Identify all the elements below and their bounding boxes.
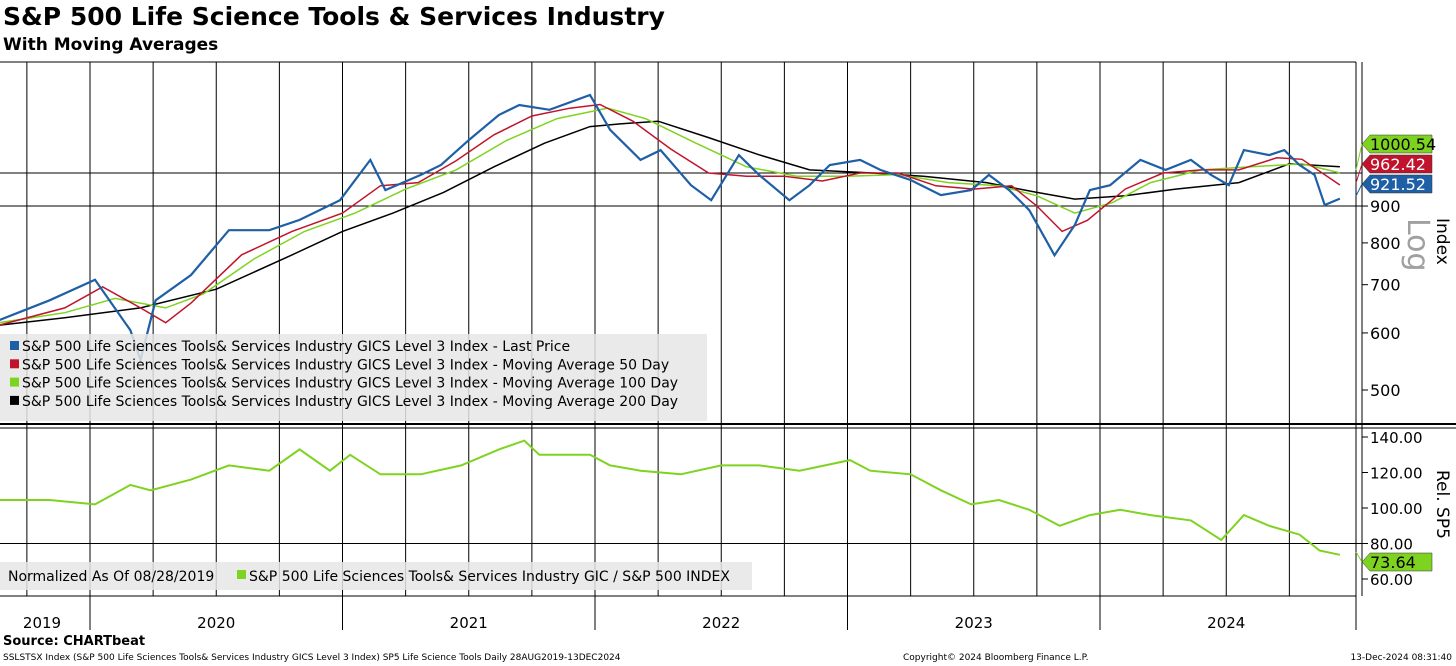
lower-legend: Normalized As Of 08/28/2019 S&P 500 Life… [0, 562, 752, 590]
ma100-tag [1361, 134, 1433, 154]
y-tick-label: 60.00 [1370, 571, 1413, 589]
rel-tag [1361, 552, 1433, 572]
lower-series [0, 439, 1341, 556]
ma50-line [0, 103, 1341, 326]
gridlines [0, 61, 1362, 596]
y-tick-label: 500 [1370, 381, 1401, 400]
y-tick-label: 140.00 [1370, 429, 1423, 447]
x-tick-label: 2023 [955, 614, 993, 632]
upper-axis-title: Index [1432, 218, 1452, 265]
ma100-line [0, 107, 1341, 324]
relative-line [0, 439, 1341, 556]
upper-legend: S&P 500 Life Sciences Tools& Services In… [0, 334, 707, 421]
ma100-tag-value: 1000.54 [1370, 135, 1436, 154]
y-tick-label: 100.00 [1370, 500, 1423, 518]
ma50-tag [1361, 154, 1433, 174]
legend-swatch [10, 395, 19, 405]
source-label: Source: CHARTbeat [3, 634, 146, 649]
price-tag [1361, 174, 1433, 194]
normalized-note: Normalized As Of 08/28/2019 [8, 569, 214, 585]
legend-swatch [10, 359, 19, 369]
footer-timestamp: 13-Dec-2024 08:31:40 [1350, 653, 1452, 663]
y-tick-label: 120.00 [1370, 465, 1423, 483]
x-tick-label: 2021 [450, 614, 488, 632]
footer-copyright: Copyright© 2024 Bloomberg Finance L.P. [903, 653, 1089, 663]
x-tick-label: 2020 [197, 614, 235, 632]
legend-swatch-rel [237, 570, 246, 579]
price-tag-value: 921.52 [1370, 175, 1426, 194]
x-tick-label: 2024 [1207, 614, 1245, 632]
x-tick-label: 2019 [23, 614, 61, 632]
chart-title: S&P 500 Life Science Tools & Services In… [3, 2, 665, 31]
y-tick-label: 800 [1370, 234, 1401, 253]
log-scale-label: Log [1400, 218, 1435, 272]
x-tick-label: 2022 [702, 614, 740, 632]
upper-series [0, 93, 1341, 365]
legend-swatch [10, 377, 19, 387]
legend-label-rel: S&P 500 Life Sciences Tools& Services In… [249, 569, 730, 585]
axes: 2019 2020 2021 2022 2023 20245006007008009001… [0, 62, 1456, 632]
legend-label: S&P 500 Life Sciences Tools& Services In… [22, 394, 678, 410]
y-tick-label: 700 [1370, 276, 1401, 295]
price-line [0, 93, 1341, 365]
rel-tag-value: 73.64 [1370, 553, 1416, 572]
legend-swatch [10, 341, 19, 350]
chart-subtitle: With Moving Averages [3, 35, 219, 55]
legend-label: S&P 500 Life Sciences Tools& Services In… [22, 339, 570, 355]
y-tick-label: 600 [1370, 324, 1401, 343]
y-tick-label: 80.00 [1370, 536, 1413, 554]
y-tick-label: 900 [1370, 197, 1401, 216]
legend-label: S&P 500 Life Sciences Tools& Services In… [22, 357, 669, 373]
footer-description: SSLSTSX Index (S&P 500 Life Sciences Too… [3, 653, 621, 663]
legend-label: S&P 500 Life Sciences Tools& Services In… [22, 376, 678, 392]
lower-axis-title: Rel. SP5 [1432, 470, 1452, 539]
ma50-tag-value: 962.42 [1370, 155, 1426, 174]
